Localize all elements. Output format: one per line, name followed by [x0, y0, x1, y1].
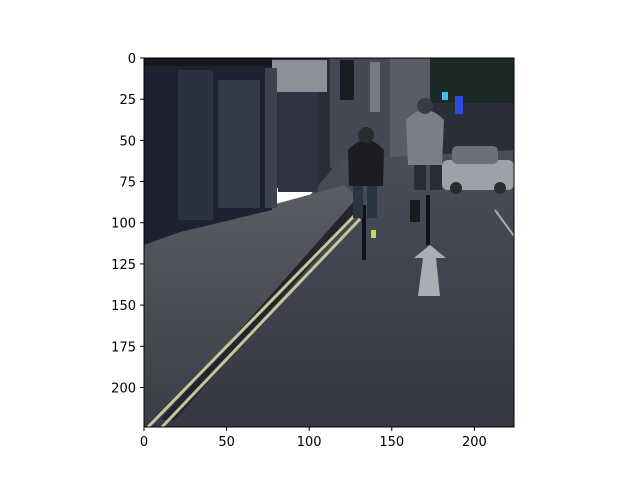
x-tick-label: 200	[462, 435, 487, 450]
x-tick-label: 50	[218, 435, 235, 450]
store-sign	[272, 60, 327, 92]
y-tick-label: 150	[111, 299, 136, 314]
y-tick-label: 75	[119, 176, 136, 191]
y-tick-label: 200	[111, 381, 136, 396]
x-axis: 0 50 100 150 200	[140, 427, 487, 450]
yellow-line-2	[160, 217, 362, 427]
y-tick-label: 0	[128, 52, 136, 67]
silver-car	[442, 146, 514, 194]
x-tick-label: 100	[297, 435, 322, 450]
building-window-2	[370, 62, 380, 112]
sidewalk	[144, 185, 358, 427]
y-tick-label: 100	[111, 217, 136, 232]
y-tick-label: 25	[119, 93, 136, 108]
signal-light	[442, 92, 448, 100]
street-photo	[144, 58, 514, 427]
y-tick-label: 50	[119, 134, 136, 149]
y-tick-label: 175	[111, 340, 136, 355]
traffic-light	[455, 96, 463, 114]
awning	[144, 58, 272, 66]
x-tick-label: 150	[379, 435, 404, 450]
sky-patch	[420, 58, 514, 103]
shop-window-right	[278, 92, 318, 192]
cyclist-right	[406, 98, 444, 245]
road	[144, 150, 514, 427]
lane-arrow	[414, 245, 446, 296]
y-tick-label: 125	[111, 258, 136, 273]
building-window	[340, 60, 354, 100]
image-frame	[143, 57, 515, 428]
x-tick-label: 0	[140, 435, 148, 450]
shop-window-mid	[218, 80, 260, 208]
shop-window-left	[178, 70, 213, 220]
cyclist-left	[348, 127, 384, 260]
yellow-line-1	[146, 213, 357, 427]
lane-dash	[494, 209, 514, 237]
storefront-pillar	[265, 68, 277, 208]
y-axis: 0 25 50 75 100 125 150 175 200	[111, 52, 144, 396]
